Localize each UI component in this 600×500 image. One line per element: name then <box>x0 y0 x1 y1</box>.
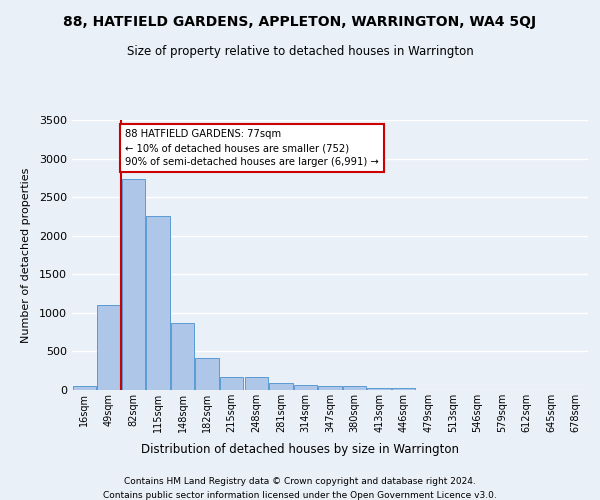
Bar <box>367 388 391 390</box>
Bar <box>392 388 415 390</box>
Text: Contains HM Land Registry data © Crown copyright and database right 2024.: Contains HM Land Registry data © Crown c… <box>124 478 476 486</box>
Bar <box>245 377 268 390</box>
Bar <box>269 382 293 390</box>
Bar <box>220 377 244 390</box>
Bar <box>73 386 96 390</box>
Text: 88, HATFIELD GARDENS, APPLETON, WARRINGTON, WA4 5QJ: 88, HATFIELD GARDENS, APPLETON, WARRINGT… <box>64 15 536 29</box>
Text: 88 HATFIELD GARDENS: 77sqm
← 10% of detached houses are smaller (752)
90% of sem: 88 HATFIELD GARDENS: 77sqm ← 10% of deta… <box>125 130 379 168</box>
Y-axis label: Number of detached properties: Number of detached properties <box>20 168 31 342</box>
Bar <box>319 386 341 390</box>
Text: Distribution of detached houses by size in Warrington: Distribution of detached houses by size … <box>141 442 459 456</box>
Bar <box>146 216 170 390</box>
Bar <box>294 384 317 390</box>
Bar <box>196 358 219 390</box>
Text: Size of property relative to detached houses in Warrington: Size of property relative to detached ho… <box>127 45 473 58</box>
Bar <box>122 180 145 390</box>
Bar <box>343 386 366 390</box>
Bar <box>97 305 121 390</box>
Text: Contains public sector information licensed under the Open Government Licence v3: Contains public sector information licen… <box>103 491 497 500</box>
Bar <box>171 323 194 390</box>
